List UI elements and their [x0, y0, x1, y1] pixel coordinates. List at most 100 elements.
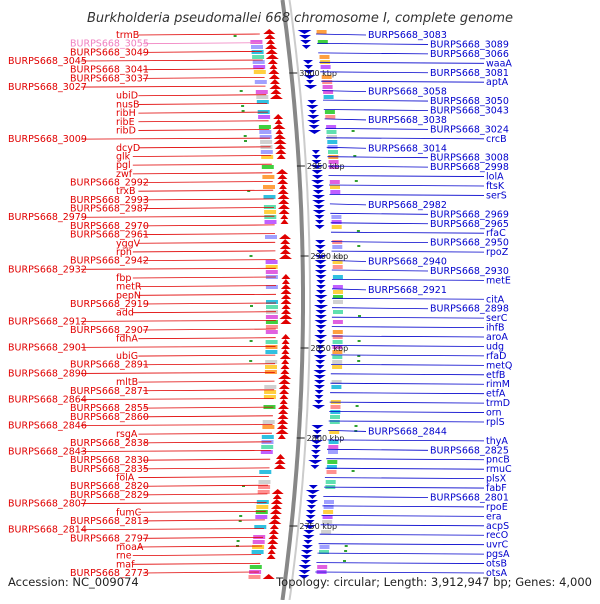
gc-marker [357, 245, 361, 247]
outer-feature-block [323, 510, 334, 514]
reverse-gene-arrow [313, 370, 327, 374]
gene-label: ribE [116, 117, 135, 128]
gene-label: BURPS668_2844 [368, 426, 447, 437]
label-leader-line [328, 184, 485, 187]
map-title: Burkholderia pseudomallei 668 chromosome… [87, 11, 513, 26]
forward-gene-arrow [279, 314, 293, 319]
forward-gene-arrow [279, 394, 289, 399]
gene-label: BURPS668_2898 [430, 304, 509, 315]
gene-label: BURPS668_2773 [70, 568, 149, 579]
forward-gene-arrow [280, 289, 292, 294]
label-leader-line [316, 562, 485, 564]
forward-gene-arrow [265, 49, 278, 54]
gc-marker [353, 155, 357, 157]
gc-marker [343, 560, 346, 562]
label-leader-line [326, 458, 485, 461]
reverse-gene-arrow [314, 305, 328, 309]
gene-label: trxB [116, 186, 136, 197]
gene-label: BURPS668_2979 [8, 212, 87, 223]
outer-feature-block [322, 80, 333, 84]
reverse-gene-arrow [305, 515, 316, 519]
label-leader-line [324, 118, 367, 121]
backbone-arc-shadow [288, 0, 311, 601]
label-leader-line [80, 267, 276, 270]
label-leader-line [331, 279, 485, 281]
outer-feature-block [327, 140, 338, 144]
gene-label: BURPS668_2829 [70, 490, 149, 501]
forward-gene-arrow [274, 119, 283, 124]
gene-label: rimM [486, 379, 510, 390]
forward-gene-arrow [281, 274, 291, 279]
outer-feature-block [326, 470, 337, 474]
forward-gene-arrow [277, 204, 290, 209]
forward-gene-arrow [281, 359, 290, 364]
label-leader-line [329, 194, 485, 196]
label-leader-line [142, 328, 276, 331]
gene-label: rne [116, 551, 132, 562]
label-leader-line [142, 467, 270, 470]
forward-gene-arrow [275, 129, 284, 134]
forward-gene-arrow [264, 34, 276, 39]
label-leader-line [142, 536, 264, 539]
gene-label: uvrC [486, 540, 509, 551]
inner-feature-block [258, 485, 271, 489]
reverse-gene-arrow [313, 205, 325, 209]
reverse-gene-arrow [314, 255, 327, 259]
forward-gene-arrow [265, 44, 278, 49]
label-leader-line [330, 392, 485, 395]
outer-feature-block [330, 185, 340, 189]
outer-feature-block [320, 65, 331, 69]
inner-feature-block [256, 500, 269, 504]
reverse-gene-arrow [298, 570, 311, 574]
reverse-gene-arrow [303, 530, 315, 534]
gene-label: moaA [116, 542, 144, 553]
label-leader-line [80, 137, 271, 140]
gene-labels: trmBBURPS668_3055BURPS668_3049BURPS668_3… [8, 30, 512, 579]
gc-marker [241, 110, 245, 112]
reverse-gene-arrow [311, 445, 321, 449]
gene-label: nusB [116, 99, 140, 110]
label-leader-line [329, 411, 485, 413]
reverse-gene-arrow [316, 340, 326, 344]
outer-feature-block [332, 245, 343, 249]
gene-label: aroA [486, 332, 508, 343]
reverse-gene-arrow [307, 100, 317, 104]
forward-gene-arrow [281, 279, 290, 284]
label-leader-line [138, 120, 269, 123]
gene-label: yggV [116, 238, 141, 249]
inner-feature-block [252, 540, 265, 544]
forward-gene-arrow [269, 509, 282, 514]
reverse-gene-arrow [310, 450, 321, 454]
inner-feature-block [265, 315, 278, 319]
gene-label: BURPS668_2912 [8, 316, 87, 327]
outer-feature-block [328, 450, 338, 454]
reverse-gene-arrow [306, 105, 319, 109]
reverse-gene-arrow [313, 385, 325, 389]
forward-gene-arrow [269, 524, 279, 529]
reverse-gene-arrow [314, 270, 327, 274]
forward-gene-arrow [277, 174, 288, 179]
inner-feature-block [261, 155, 274, 159]
inner-feature-block [263, 205, 276, 209]
inner-feature-block [258, 125, 271, 129]
outer-feature-block [328, 160, 339, 164]
gene-label: zwf [116, 169, 133, 180]
forward-gene-arrow [273, 464, 286, 469]
label-leader-line [132, 250, 276, 253]
gene-label: etfA [486, 389, 506, 400]
position-tick-label: 3000 kbp [299, 69, 337, 78]
label-leader-line [142, 259, 276, 262]
reverse-gene-arrow [304, 65, 313, 69]
forward-gene-arrow [281, 309, 291, 314]
inner-feature-block [264, 390, 277, 394]
label-leader-line [132, 163, 272, 166]
gene-label: BURPS668_2998 [430, 162, 509, 173]
gene-label: pepN [116, 290, 141, 301]
forward-gene-arrow [281, 304, 291, 309]
position-tick-label: 2850 kbp [310, 344, 348, 353]
gene-label: fabF [486, 483, 507, 494]
gene-label: BURPS668_3083 [368, 30, 447, 41]
forward-gene-arrow [267, 544, 277, 549]
forward-gene-arrow [269, 84, 282, 89]
